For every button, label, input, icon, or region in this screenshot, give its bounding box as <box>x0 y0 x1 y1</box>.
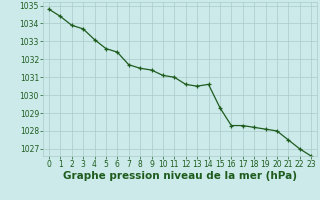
X-axis label: Graphe pression niveau de la mer (hPa): Graphe pression niveau de la mer (hPa) <box>63 171 297 181</box>
